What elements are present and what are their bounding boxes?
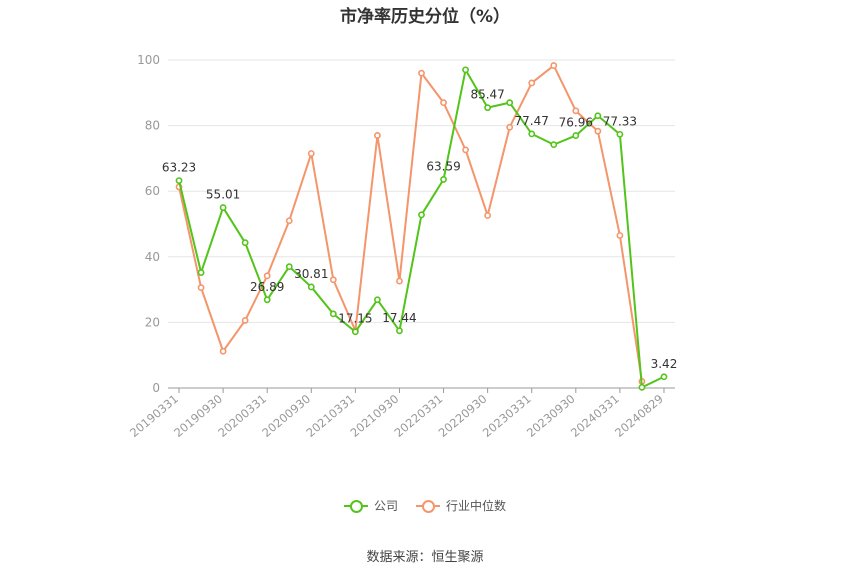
- data-point-company: [197, 269, 205, 276]
- grid-lines: [168, 59, 675, 323]
- data-point-company: [616, 130, 624, 138]
- data-source: 数据来源：恒生聚源: [366, 550, 484, 565]
- data-point-company: [374, 296, 381, 304]
- data-point-company: [219, 204, 227, 211]
- legend-swatch-company: [343, 498, 368, 514]
- data-point-industry-median: [616, 232, 624, 239]
- series: [175, 62, 668, 391]
- data-point-industry-median: [285, 217, 293, 225]
- data-point-company: [462, 66, 469, 74]
- legend-label-company: 公司: [373, 499, 398, 513]
- y-tick-label: 40: [145, 250, 160, 264]
- data-point-industry-median: [329, 276, 337, 284]
- data-point-company: [351, 328, 359, 336]
- data-point-industry-median: [440, 99, 447, 107]
- data-point-company: [263, 296, 271, 304]
- data-point-company: [241, 239, 249, 247]
- data-point-company: [329, 310, 337, 318]
- legend-swatch-industry-median: [416, 498, 440, 514]
- data-label: 77.47: [515, 114, 549, 128]
- x-tick-label: 20240829: [612, 392, 666, 440]
- data-point-industry-median: [528, 79, 536, 87]
- data-point-company: [418, 211, 425, 219]
- data-label: 63.23: [162, 161, 196, 175]
- legend-item-company[interactable]: 公司: [343, 497, 398, 514]
- data-label: 55.01: [206, 188, 240, 202]
- data-point-industry-median: [263, 272, 271, 280]
- data-point-company: [572, 132, 580, 139]
- legend: 公司 行业中位数: [0, 497, 850, 514]
- data-point-company: [506, 99, 514, 107]
- data-point-industry-median: [374, 132, 381, 139]
- data-point-company: [307, 283, 315, 291]
- data-point-industry-median: [241, 317, 249, 324]
- data-label: 30.81: [294, 267, 328, 281]
- data-point-company: [550, 141, 558, 149]
- y-tick-label: 60: [145, 184, 160, 198]
- y-tick-label: 0: [152, 381, 160, 395]
- data-point-industry-median: [307, 150, 315, 157]
- data-label: 17.15: [338, 312, 372, 326]
- data-label: 3.42: [651, 357, 678, 371]
- data-labels: 63.23 55.01 26.89 30.81 17.15 17.44 63.59 85.47…: [162, 88, 677, 371]
- data-point-industry-median: [550, 62, 558, 69]
- data-label: 77.33: [603, 114, 637, 128]
- legend-label-industry-median: 行业中位数: [446, 499, 507, 513]
- data-point-company: [528, 130, 536, 138]
- data-point-company: [594, 112, 602, 120]
- data-point-company: [175, 177, 183, 185]
- data-point-industry-median: [197, 284, 205, 292]
- data-point-industry-median: [418, 69, 425, 77]
- data-label: 63.59: [426, 159, 460, 173]
- data-point-industry-median: [219, 347, 227, 355]
- legend-item-industry-median[interactable]: 行业中位数: [416, 497, 506, 514]
- data-label: 76.96: [559, 116, 593, 130]
- data-point-company: [660, 373, 668, 381]
- data-point-industry-median: [506, 123, 514, 131]
- data-point-industry-median: [396, 277, 403, 285]
- data-label: 17.44: [382, 311, 416, 325]
- data-point-company: [638, 383, 646, 391]
- chart-title: 市净率历史分位（%）: [339, 7, 511, 27]
- data-point-company: [396, 327, 403, 335]
- y-tick-label: 100: [137, 53, 160, 67]
- y-tick-label: 20: [145, 315, 160, 329]
- data-point-company: [285, 263, 293, 271]
- series-line-industry-median: [178, 64, 643, 382]
- data-point-industry-median: [594, 127, 602, 135]
- y-tick-label: 80: [145, 119, 160, 133]
- data-point-industry-median: [572, 107, 580, 115]
- data-point-industry-median: [484, 212, 492, 219]
- data-label: 85.47: [470, 88, 504, 102]
- data-label: 26.89: [250, 280, 284, 294]
- data-point-company: [440, 176, 447, 183]
- data-point-industry-median: [462, 146, 469, 154]
- data-point-company: [484, 104, 492, 112]
